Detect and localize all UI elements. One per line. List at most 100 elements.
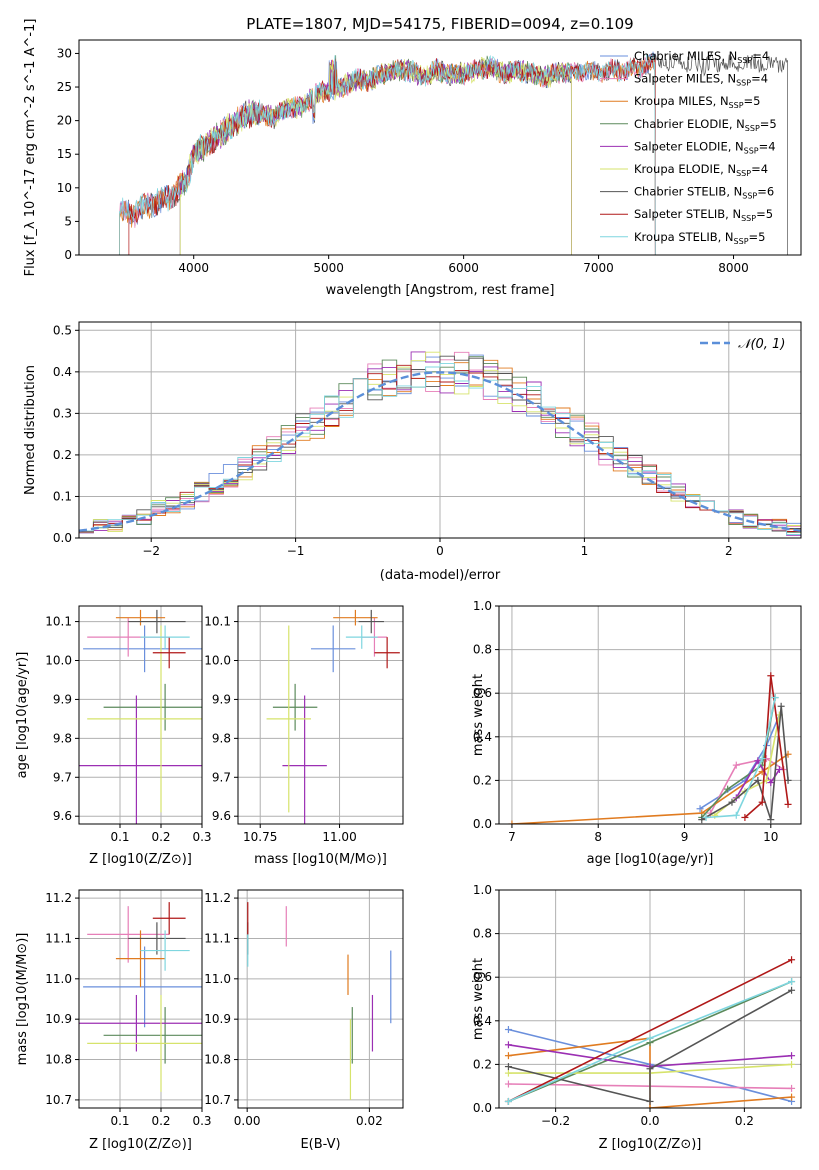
y-tick-label: 0.6 bbox=[473, 686, 492, 700]
normal-curve bbox=[79, 371, 801, 532]
plot-area bbox=[508, 672, 792, 824]
point-salpeter-elodie bbox=[79, 695, 202, 824]
x-tick-label: 7000 bbox=[583, 261, 614, 275]
x-axis-label: age [log10(age/yr)] bbox=[587, 852, 714, 867]
legend-label-salpeter-elodie-n-ssp-4: Salpeter ELODIE, NSSP=4 bbox=[634, 139, 776, 155]
series-line bbox=[508, 959, 792, 1103]
point-chabrier-miles bbox=[83, 946, 202, 1028]
x-tick-label: −0.2 bbox=[541, 1114, 570, 1128]
x-tick-label: 0.1 bbox=[110, 1114, 129, 1128]
y-tick-label: 9.6 bbox=[53, 809, 72, 823]
axes-frame bbox=[237, 605, 404, 825]
y-axis-label: mass weight bbox=[471, 958, 486, 1040]
series-salpeter-stelib bbox=[741, 672, 792, 821]
x-tick-label: 2 bbox=[725, 544, 733, 558]
legend-label-chabrier-elodie-n-ssp-5: Chabrier ELODIE, NSSP=5 bbox=[634, 117, 777, 133]
y-tick-label: 11.2 bbox=[45, 891, 72, 905]
x-tick-label: 0 bbox=[436, 544, 444, 558]
x-tick-label: 6000 bbox=[448, 261, 479, 275]
y-tick-label: 9.6 bbox=[212, 809, 231, 823]
x-axis-label: wavelength [Angstrom, rest frame] bbox=[326, 283, 555, 298]
panel-2: 𝒩(0, 1) −2 −1 0 1 2 0.0 0.1 0.2 0.3 0.4 0.5 (data-mo… bbox=[23, 321, 802, 583]
y-tick-label: 25 bbox=[57, 80, 72, 94]
y-tick-label: 0.2 bbox=[473, 773, 492, 787]
y-tick-label: 9.9 bbox=[53, 692, 72, 706]
y-tick-label: 5 bbox=[64, 214, 72, 228]
x-tick-label: 0.2 bbox=[151, 830, 170, 844]
x-tick-label: 4000 bbox=[178, 261, 209, 275]
y-tick-label: 9.8 bbox=[212, 731, 231, 745]
point-kroupa-miles bbox=[115, 930, 166, 987]
legend-label-kroupa-elodie-n-ssp-4: Kroupa ELODIE, NSSP=4 bbox=[634, 162, 768, 178]
series-line bbox=[508, 989, 792, 1103]
x-tick-label: 7 bbox=[508, 830, 516, 844]
y-tick-label: 0.8 bbox=[473, 927, 492, 941]
y-tick-label: 0.4 bbox=[473, 1014, 492, 1028]
legend: Chabrier MILES, NSSP=4 Salpeter MILES, NS… bbox=[600, 49, 777, 246]
y-tick-label: 10.0 bbox=[45, 654, 72, 668]
axes-frame bbox=[237, 889, 404, 1109]
y-tick-label: 10.8 bbox=[204, 1053, 231, 1067]
plot-area: 𝒩(0, 1) bbox=[79, 337, 801, 538]
y-tick-label: 10.7 bbox=[204, 1093, 231, 1107]
point-kroupa-elodie bbox=[87, 625, 202, 813]
y-tick-label: 0.4 bbox=[53, 365, 72, 379]
panel-3: 0.1 0.2 0.3 9.6 9.7 9.8 9.9 10.0 10.1 Z [log10(Z/… bbox=[15, 605, 212, 867]
series-line bbox=[706, 697, 776, 819]
x-axis-label: mass [log10(M/M⊙)] bbox=[254, 852, 387, 867]
y-tick-label: 0.0 bbox=[473, 817, 492, 831]
x-axis-label: E(B-V) bbox=[300, 1137, 340, 1152]
x-tick-label: 0.2 bbox=[151, 1114, 170, 1128]
y-tick-label: 30 bbox=[57, 46, 72, 60]
plot-area: Chabrier MILES, NSSP=4 Salpeter MILES, NS… bbox=[119, 49, 788, 255]
series-chabrier-stelib bbox=[698, 702, 792, 824]
legend-label-salpeter-stelib-n-ssp-5: Salpeter STELIB, NSSP=5 bbox=[634, 207, 773, 223]
x-tick-label: 10.75 bbox=[243, 830, 277, 844]
x-axis-label: (data-model)/error bbox=[380, 568, 501, 583]
x-tick-label: 0.1 bbox=[110, 830, 129, 844]
x-tick-label: 8000 bbox=[718, 261, 749, 275]
axes-frame bbox=[78, 39, 802, 256]
y-tick-label: 0.1 bbox=[53, 489, 72, 503]
point-kroupa-elodie bbox=[87, 994, 202, 1092]
x-tick-label: 8 bbox=[594, 830, 602, 844]
y-tick-label: 0 bbox=[64, 248, 72, 262]
y-tick-label: 1.0 bbox=[473, 599, 492, 613]
x-axis-label: Z [log10(Z/Z⊙)] bbox=[89, 852, 192, 867]
point-kroupa-elodie bbox=[266, 625, 311, 813]
legend-label-chabrier-miles-n-ssp-4: Chabrier MILES, NSSP=4 bbox=[634, 49, 769, 65]
y-tick-label: 10 bbox=[57, 181, 72, 195]
series-line bbox=[744, 675, 789, 819]
panel-4: 10.75 11.00 9.6 9.7 9.8 9.9 10.0 10.1 mass [log1… bbox=[204, 605, 404, 867]
y-tick-label: 9.8 bbox=[53, 731, 72, 745]
y-tick-label: 0.4 bbox=[473, 730, 492, 744]
point-salpeter-elodie bbox=[79, 994, 202, 1052]
point-chabrier-elodie bbox=[272, 683, 318, 731]
x-tick-label: 9 bbox=[681, 830, 689, 844]
x-tick-label: 10 bbox=[763, 830, 778, 844]
spectrum-salpeter-elodie-n-ssp-4 bbox=[179, 58, 572, 255]
x-tick-label: 11.00 bbox=[322, 830, 356, 844]
point-chabrier-stelib bbox=[128, 922, 186, 955]
x-axis-label: Z [log10(Z/Z⊙)] bbox=[89, 1137, 192, 1152]
point-kroupa-miles bbox=[333, 609, 378, 626]
y-tick-label: 10.7 bbox=[45, 1093, 72, 1107]
x-tick-label: 0.2 bbox=[735, 1114, 754, 1128]
x-tick-label: 0.00 bbox=[234, 1114, 261, 1128]
point-salpeter-stelib bbox=[152, 637, 186, 669]
point-chabrier-elodie bbox=[103, 683, 202, 731]
plot-area bbox=[266, 609, 400, 824]
panel-7: 0.00 0.02 10.7 10.8 10.9 11.0 11.1 11.2 E(B-V) bbox=[204, 889, 404, 1152]
y-tick-label: 11.1 bbox=[204, 931, 231, 945]
point-chabrier-elodie bbox=[103, 1007, 202, 1064]
axes-frame bbox=[78, 889, 203, 1109]
legend-label-kroupa-stelib-n-ssp-5: Kroupa STELIB, NSSP=5 bbox=[634, 230, 765, 246]
y-tick-label: 10.0 bbox=[204, 654, 231, 668]
y-axis-label: Flux [f_λ 10^-17 erg cm^-2 s^-1 A^-1] bbox=[23, 19, 38, 277]
chart-layer: Chabrier MILES, NSSP=4 Salpeter MILES, NS… bbox=[15, 19, 802, 1152]
y-tick-label: 15 bbox=[57, 147, 72, 161]
point-chabrier-miles bbox=[310, 625, 356, 673]
y-tick-label: 10.9 bbox=[204, 1012, 231, 1026]
series-chabrier-stelib bbox=[504, 986, 796, 1105]
